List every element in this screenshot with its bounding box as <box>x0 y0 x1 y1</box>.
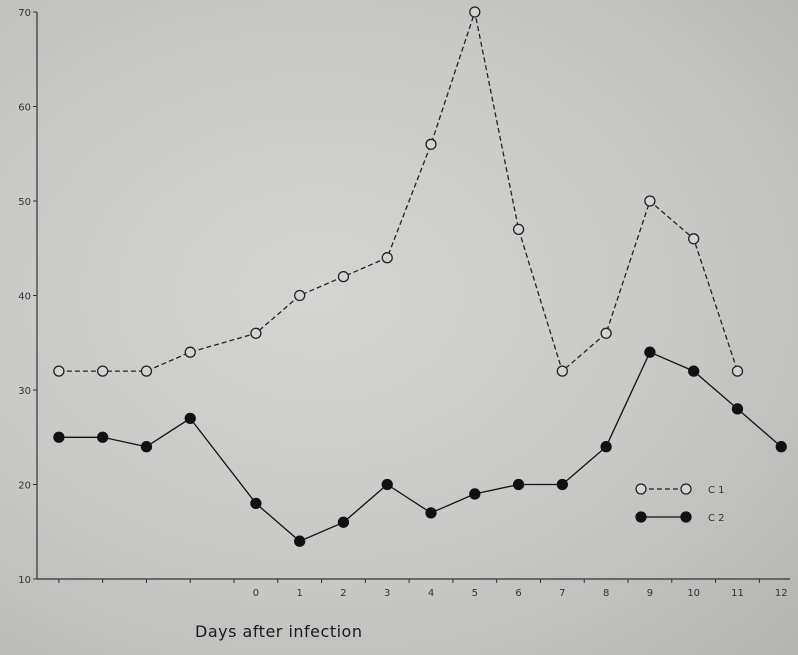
data-point-series-1 <box>53 365 65 377</box>
x-tick-label: 7 <box>559 588 565 599</box>
data-point-series-1 <box>184 346 196 358</box>
data-point-series-2 <box>688 365 700 377</box>
chart-axes <box>36 12 790 580</box>
data-point-series-1 <box>512 223 525 236</box>
data-point-series-2 <box>337 516 350 528</box>
x-tick-label: 4 <box>428 588 434 599</box>
y-tick-label: 10 <box>18 575 31 586</box>
data-point-series-2 <box>140 441 153 453</box>
series-lines <box>58 9 782 542</box>
x-tick-label: 9 <box>647 588 653 599</box>
data-point-series-1 <box>250 327 262 339</box>
data-point-series-2 <box>53 431 65 443</box>
data-point-series-1 <box>294 289 306 302</box>
x-tick-label: 5 <box>472 588 478 599</box>
data-point-series-1 <box>600 327 612 339</box>
y-tick-label: 30 <box>18 386 31 397</box>
chart-legend: C 1 C 2 <box>635 483 725 524</box>
data-point-series-1 <box>381 252 393 264</box>
y-axis-ticks: 10 20 30 40 50 60 70 <box>18 8 37 586</box>
data-point-series-2 <box>644 346 656 358</box>
x-axis-ticks: 0 1 2 3 4 5 6 7 8 9 10 11 12 <box>58 579 788 599</box>
x-tick-label: 2 <box>340 588 346 599</box>
data-point-series-1 <box>644 195 656 207</box>
data-point-series-1 <box>556 365 568 377</box>
x-tick-label: 8 <box>603 588 609 599</box>
legend-marker-1 <box>635 483 647 495</box>
legend-marker-2 <box>680 511 692 523</box>
x-tick-label: 11 <box>731 588 744 599</box>
x-tick-label: 1 <box>296 588 302 599</box>
legend-marker-1 <box>680 483 692 495</box>
data-point-series-2 <box>294 535 306 547</box>
x-axis-label: Days after infection <box>195 622 363 641</box>
data-point-series-1 <box>97 365 109 377</box>
series-line-1 <box>58 9 739 373</box>
x-tick-label: 10 <box>687 588 700 599</box>
series-line-2 <box>58 351 782 542</box>
legend-marker-2 <box>635 511 647 523</box>
data-point-series-2 <box>556 478 568 491</box>
x-tick-label: 3 <box>384 588 390 599</box>
data-point-series-1 <box>731 365 744 377</box>
data-point-series-1 <box>337 270 350 283</box>
y-tick-label: 20 <box>18 481 31 492</box>
x-tick-label: 6 <box>515 588 521 599</box>
data-point-series-2 <box>184 412 196 425</box>
data-point-series-2 <box>425 507 437 519</box>
data-point-series-1 <box>469 6 481 18</box>
y-tick-label: 60 <box>18 103 31 114</box>
data-point-series-2 <box>731 403 744 415</box>
x-tick-label: 0 <box>253 588 259 599</box>
y-tick-label: 70 <box>18 8 31 19</box>
data-point-series-1 <box>140 365 153 377</box>
data-point-series-2 <box>775 441 787 453</box>
legend-label-2: C 2 <box>708 513 725 524</box>
data-point-series-1 <box>425 138 437 150</box>
series-points <box>53 6 787 547</box>
data-point-series-1 <box>688 233 700 245</box>
x-tick-label: 12 <box>775 588 788 599</box>
data-point-series-2 <box>512 478 525 491</box>
data-point-series-2 <box>600 441 612 453</box>
data-point-series-2 <box>381 478 393 491</box>
legend-label-1: C 1 <box>708 485 725 496</box>
data-point-series-2 <box>469 488 481 500</box>
data-point-series-2 <box>97 431 109 443</box>
y-tick-label: 40 <box>18 292 31 303</box>
data-point-series-2 <box>250 497 262 510</box>
y-tick-label: 50 <box>18 197 31 208</box>
